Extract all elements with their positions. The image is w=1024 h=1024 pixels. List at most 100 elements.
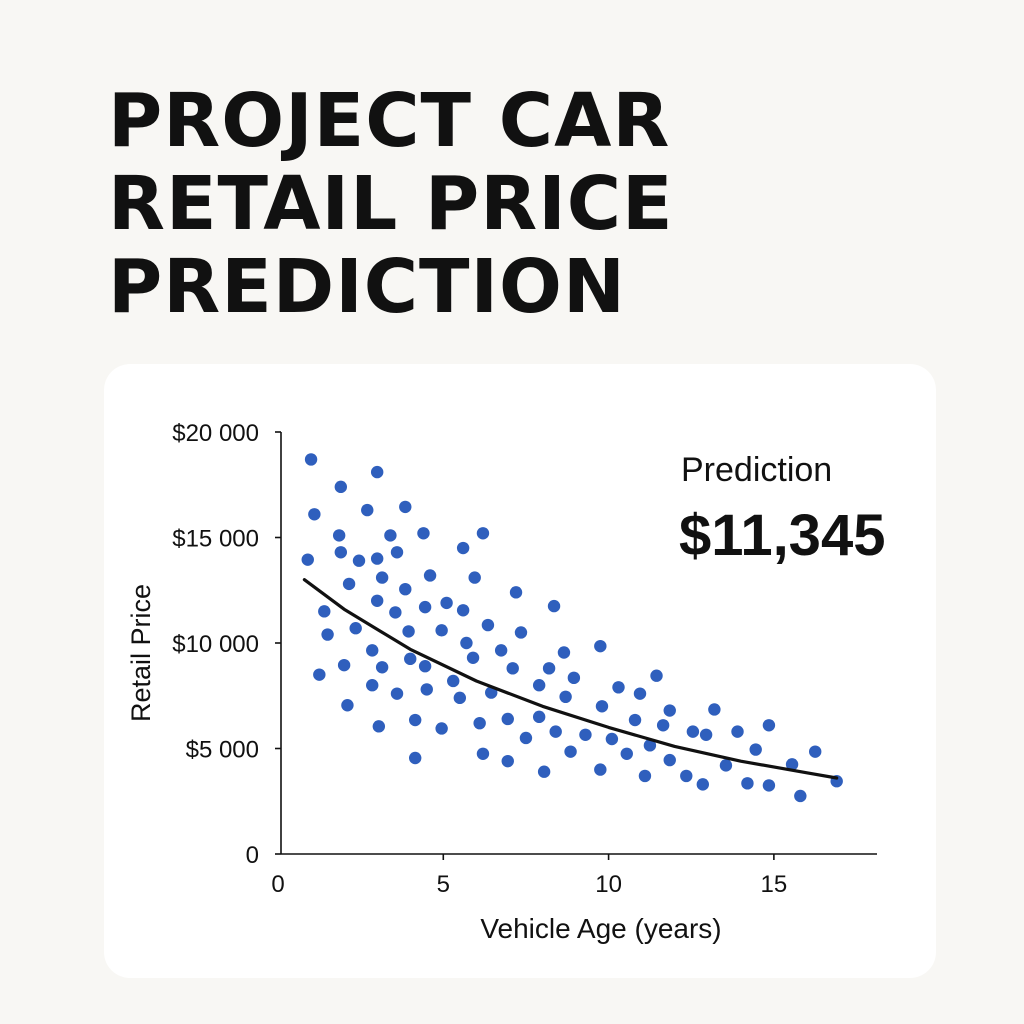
data-point [418,660,432,673]
data-point [313,668,326,681]
x-tick-label: 0 [271,871,284,898]
data-point [417,527,430,540]
data-point [332,529,346,542]
y-tick-label: $20 000 [172,420,259,447]
x-tick-label: 10 [595,871,622,898]
data-point [366,644,379,657]
title-line-3: PREDICTION [108,244,626,330]
data-point [435,722,448,735]
trend-line [302,578,839,780]
data-point [481,618,495,632]
y-tick-label: 0 [246,842,259,869]
data-point [447,674,460,688]
y-tick-label: $10 000 [172,631,259,658]
data-point [418,600,432,614]
data-point [501,754,514,768]
data-point [456,541,470,555]
x-tick-label: 5 [437,871,450,898]
y-tick-label: $5 000 [186,737,259,764]
data-point [402,625,415,638]
data-point [390,546,404,559]
data-point [663,704,676,717]
data-point [456,604,470,617]
data-point [370,552,384,565]
data-point [605,732,619,746]
data-point [762,719,776,732]
data-point [620,747,633,760]
y-axis-label: Retail Price [126,584,156,722]
data-point [762,779,776,792]
data-point [549,725,562,738]
y-axis-ticks: 0 $5 000 $10 000 $15 000 $20 000 [172,420,281,869]
data-point [519,731,533,745]
data-point [342,577,356,591]
data-point [696,778,710,791]
data-point [440,596,453,610]
data-point [468,571,481,584]
data-point [537,765,551,778]
data-point [408,713,422,727]
data-point [567,671,581,685]
data-point [466,651,480,664]
data-points [301,453,843,803]
data-point [494,644,508,657]
data-point [650,669,663,682]
data-point [390,687,404,700]
prediction-value: $11,345 [679,503,885,568]
chart-axes [280,432,877,855]
data-point [341,699,354,712]
data-point [352,554,366,567]
data-point [404,652,417,666]
scatter-chart: 0 $5 000 $10 000 $15 000 $20 000 0 5 10 15 Reta… [126,420,885,944]
data-point [476,527,490,540]
data-point [334,480,348,494]
data-point [361,503,374,517]
data-point [594,763,607,776]
data-point [532,710,546,724]
data-point [633,687,647,700]
data-point [547,599,561,613]
data-point [595,700,609,713]
data-point [420,683,433,696]
page-title: PROJECT CAR RETAIL PRICE PREDICTION [108,80,928,329]
data-point [559,690,572,704]
data-point [532,679,546,692]
data-point [476,747,490,760]
data-point [301,553,314,566]
data-point [643,739,657,752]
data-point [399,500,412,514]
x-tick-label: 15 [761,871,788,898]
data-point [435,624,448,637]
data-point [731,725,744,738]
title-line-1: PROJECT CAR [108,78,671,164]
data-point [308,508,321,521]
data-point [372,720,386,733]
data-point [612,681,625,694]
title-line-2: RETAIL PRICE [108,161,674,247]
x-axis-label: Vehicle Age (years) [480,913,721,944]
data-point [473,716,486,730]
data-point [318,605,331,618]
data-point [321,628,334,641]
data-point [656,719,670,732]
data-point [370,594,384,607]
data-point [453,691,467,705]
data-point [809,745,822,758]
data-point [579,728,592,741]
data-point [384,529,397,542]
data-point [663,753,676,767]
data-point [557,646,571,659]
data-point [304,453,318,466]
data-point [794,789,807,803]
data-point [375,661,389,674]
data-point [638,769,652,783]
data-point [719,759,733,772]
data-point [749,743,762,756]
data-point [423,569,437,582]
data-point [628,713,642,727]
x-axis-ticks: 0 5 10 15 [271,854,787,898]
data-point [708,703,721,716]
data-point [349,622,362,635]
data-point [460,636,473,650]
y-tick-label: $15 000 [172,526,259,553]
